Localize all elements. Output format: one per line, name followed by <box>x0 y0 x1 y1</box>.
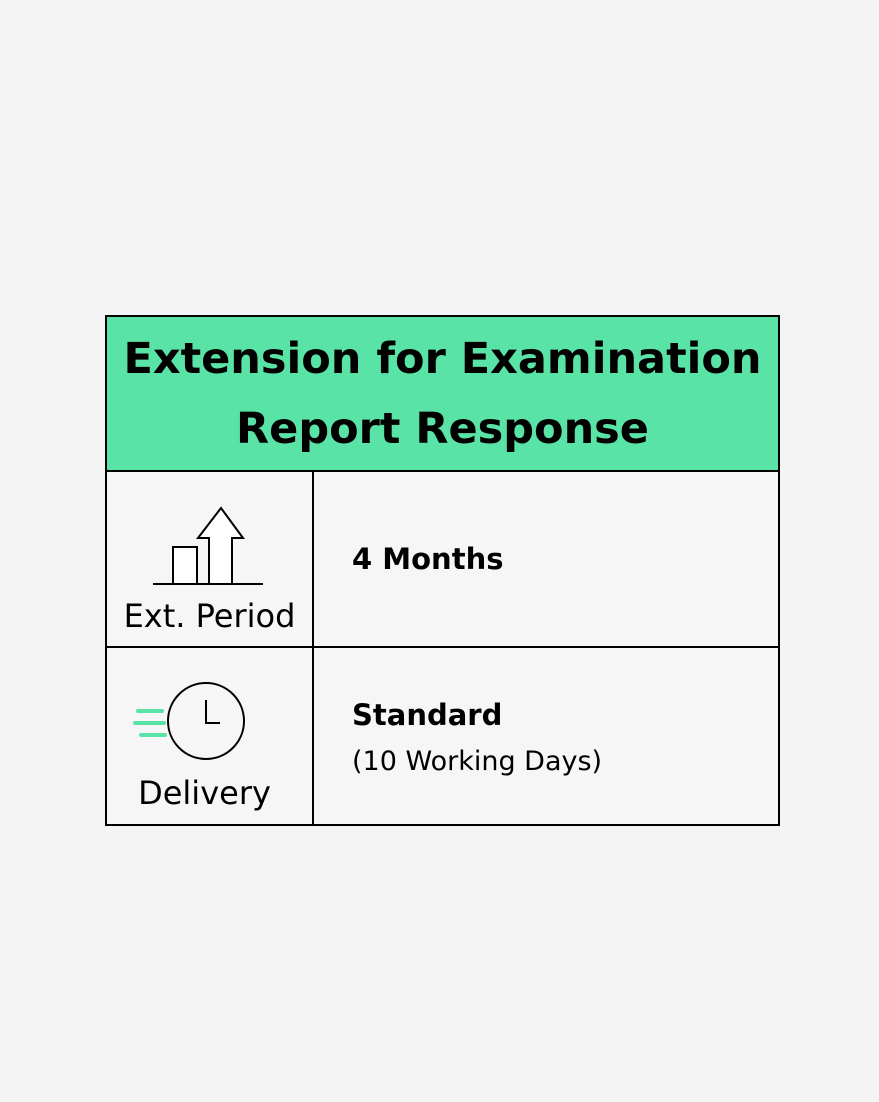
row-label: Ext. Period <box>123 597 296 635</box>
row-subvalue: (10 Working Days) <box>352 746 603 777</box>
fast-clock-icon <box>133 682 245 760</box>
title-line-2: Report Response <box>236 403 649 454</box>
service-card: Extension for Examination Report Respons… <box>105 315 780 826</box>
row-delivery: Delivery Standard (10 Working Days) <box>107 648 778 824</box>
card-header: Extension for Examination Report Respons… <box>107 317 778 472</box>
icon-cell: Delivery <box>107 648 314 824</box>
title-line-1: Extension for Examination <box>123 333 762 384</box>
row-value: 4 Months <box>352 542 504 576</box>
row-ext-period: Ext. Period 4 Months <box>107 472 778 648</box>
row-label: Delivery <box>138 774 271 812</box>
card-title: Extension for Examination Report Respons… <box>123 324 761 464</box>
row-value: Standard <box>352 698 503 732</box>
chart-arrow-up-icon <box>153 506 263 585</box>
icon-cell: Ext. Period <box>107 472 314 646</box>
